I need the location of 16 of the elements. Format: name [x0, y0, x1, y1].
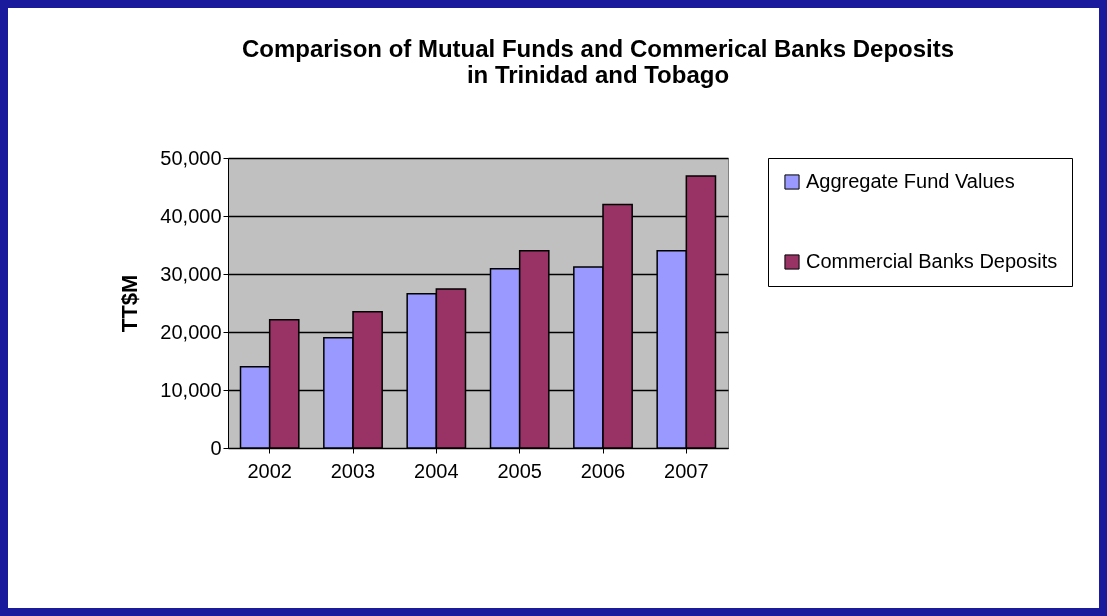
- chart-title: Comparison of Mutual Funds and Commerical Banks Deposits in Trinidad and Tobago: [241, 35, 955, 88]
- y-tick-label: 0: [210, 436, 222, 459]
- y-tick-label: 50,000: [160, 146, 222, 169]
- x-tick-label: 2004: [414, 459, 459, 482]
- y-tick-label: 30,000: [160, 262, 222, 285]
- x-tick-label: 2006: [580, 459, 626, 482]
- legend-label: Aggregate Fund Values: [806, 170, 1015, 192]
- x-tick-label: 2003: [330, 459, 376, 482]
- x-tick-label: 2002: [247, 459, 292, 482]
- x-tick-label: 2005: [497, 459, 542, 482]
- y-axis-title: TT$M: [117, 274, 143, 333]
- y-tick-label: 20,000: [160, 320, 222, 343]
- y-tick-label: 40,000: [160, 204, 222, 227]
- legend-label: Commercial Banks Deposits: [806, 250, 1058, 272]
- x-tick-label: 2007: [664, 459, 709, 482]
- y-tick-label: 10,000: [160, 378, 222, 401]
